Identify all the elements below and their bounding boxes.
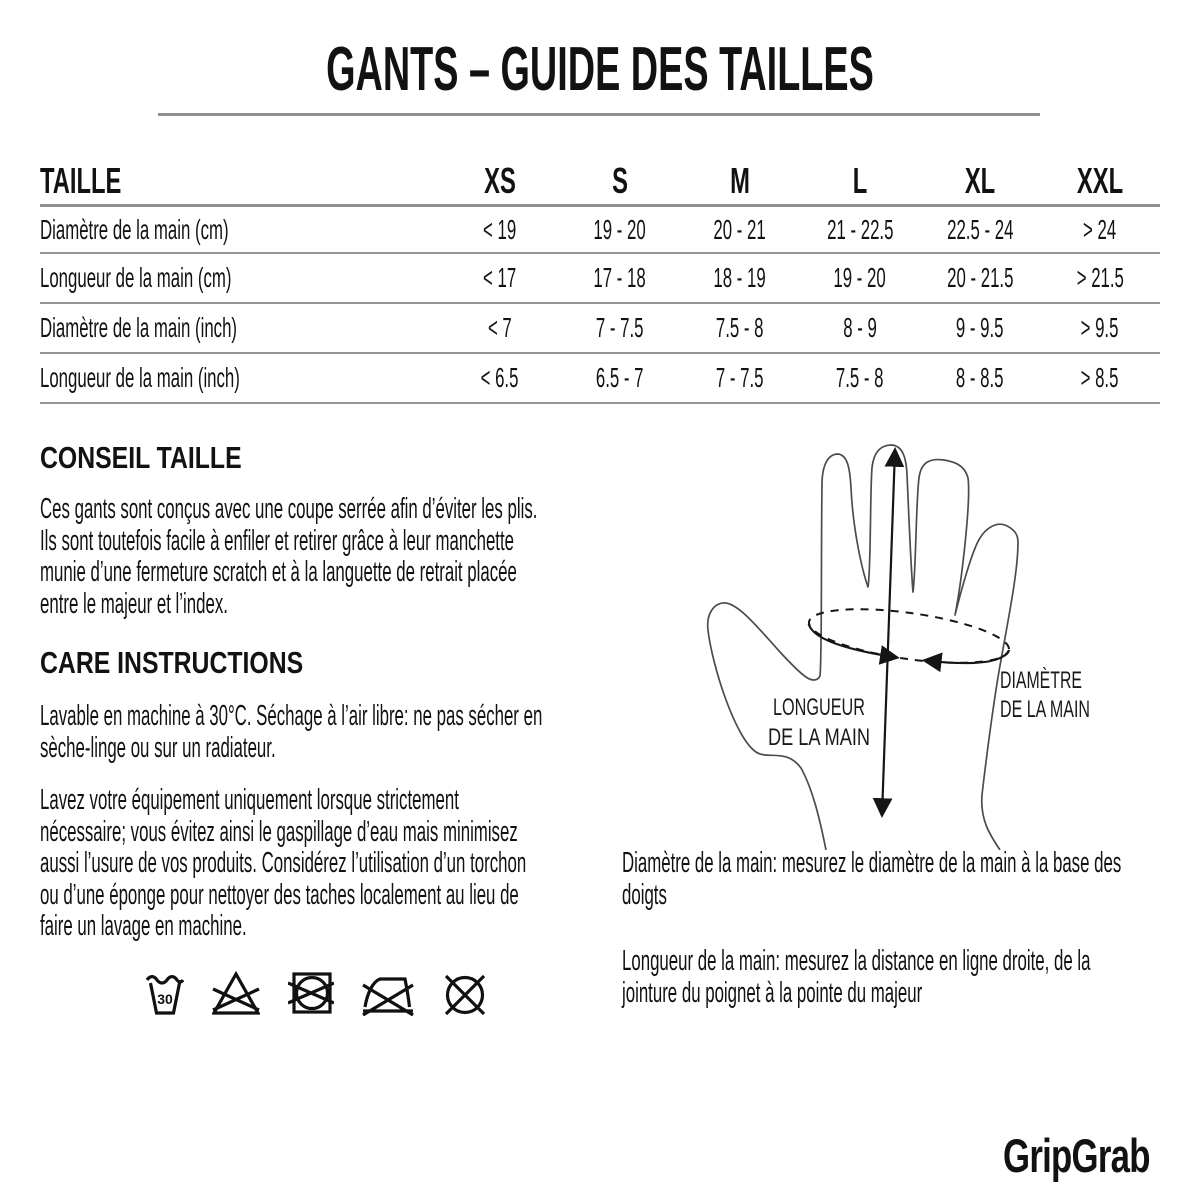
title-divider [158,113,1040,116]
cell-value: 6.5 - 7 [596,362,644,393]
length-label-line2: DE LA MAIN [768,724,870,751]
page-title-text: GANTS – GUIDE DES TAILLES [326,35,874,104]
row-label: Longueur de la main (inch) [40,362,240,393]
paragraph-line: jointure du poignet à la pointe du majeu… [622,976,923,1009]
no-dry-clean-icon [444,974,486,1016]
diameter-ellipse [807,608,1011,673]
table-row: Diamètre de la main (inch) < 7 7 - 7.5 7… [40,303,1160,354]
paragraph-line: sèche-linge ou sur un radiateur. [40,731,276,764]
cell-value: 7.5 - 8 [716,312,764,343]
table-row: Diamètre de la main (cm) < 19 19 - 20 20… [40,205,1160,254]
paragraph-line: nécessaire; vous évitez ainsi le gaspill… [40,815,518,848]
cell-value: 21 - 22.5 [826,213,894,245]
length-label-line1: LONGUEUR [773,694,865,721]
cell-value: 7 - 7.5 [596,312,644,343]
cell-value: 19 - 20 [833,262,887,293]
column-header-xs: XS [484,160,516,201]
paragraph-line: Lavable en machine à 30°C. Séchage à l’a… [40,700,543,732]
table-row: Longueur de la main (inch) < 6.5 6.5 - 7… [40,353,1160,404]
length-note: Longueur de la main: mesurez la distance… [622,945,1200,1009]
column-header-xxl: XXL [1076,160,1124,201]
paragraph-line: Longueur de la main: mesurez la distance… [622,945,1091,977]
column-header-m: M [730,160,750,201]
hand-measurement-diagram: LONGUEUR DE LA MAIN DIAMÈTRE DE LA MAIN [706,444,1090,850]
cell-value: < 7 [488,312,512,343]
care-symbols-row: 30 [146,970,488,1016]
cell-value: 7.5 - 8 [836,362,884,393]
row-label: Longueur de la main (cm) [40,262,232,293]
care-advice-paragraph: Lavez votre équipement uniquement lorsqu… [40,784,878,943]
paragraph-line: ou d’une éponge pour nettoyer des taches… [40,878,519,911]
conseil-paragraph: Ces gants sont conçus avec une coupe ser… [40,493,898,620]
cell-value: < 17 [483,262,517,293]
paragraph-line: Lavez votre équipement uniquement lorsqu… [40,784,459,816]
cell-value: 20 - 21.5 [946,262,1014,293]
row-label: Diamètre de la main (cm) [40,213,229,245]
cell-value: 9 - 9.5 [956,312,1004,343]
no-tumble-dry-icon [288,972,334,1014]
care-wash-paragraph: Lavable en machine à 30°C. Séchage à l’a… [40,700,906,764]
no-bleach-icon [212,970,260,1015]
cell-value: 20 - 21 [713,213,767,245]
column-header-s: S [612,160,628,201]
diameter-label-line1: DIAMÈTRE [1000,667,1082,694]
hand-outline [706,444,1019,850]
diameter-note: Diamètre de la main: mesurez le diamètre… [622,847,1200,911]
page-title: GANTS – GUIDE DES TAILLES [0,34,1200,105]
cell-value: < 6.5 [481,362,519,393]
row-label: Diamètre de la main (inch) [40,312,238,343]
cell-value: > 9.5 [1081,312,1119,343]
cell-value: 19 - 20 [593,213,647,245]
care-instructions-heading: CARE INSTRUCTIONS [40,645,304,680]
cell-value: 8 - 9 [843,312,877,343]
paragraph-line: entre le majeur et l’index. [40,587,228,620]
column-header-l: L [852,160,868,201]
gripgrab-logo: GripGrab [1003,1129,1151,1182]
paragraph-line: aussi l’usure de vos produits. Considére… [40,847,527,879]
cell-value: 22.5 - 24 [946,213,1014,245]
cell-value: 8 - 8.5 [956,362,1004,393]
paragraph-line: Ces gants sont conçus avec une coupe ser… [40,493,538,525]
no-iron-icon [362,977,414,1016]
machine-wash-30-icon: 30 [146,975,184,1015]
length-arrow [872,447,905,818]
diameter-label-line2: DE LA MAIN [1000,696,1090,723]
cell-value: 17 - 18 [593,262,647,293]
conseil-taille-heading: CONSEIL TAILLE [40,440,242,475]
size-table-header-row: TAILLE XS S M L XL XXL [40,158,1160,207]
cell-value: 7 - 7.5 [716,362,764,393]
paragraph-line: doigts [622,878,667,911]
paragraph-line: Diamètre de la main: mesurez le diamètre… [622,847,1122,879]
paragraph-line: faire un lavage en machine. [40,910,247,942]
cell-value: < 19 [483,213,517,245]
table-row: Longueur de la main (cm) < 17 17 - 18 18… [40,253,1160,304]
cell-value: > 24 [1083,213,1117,245]
wash-temp-label: 30 [157,991,173,1007]
cell-value: 18 - 19 [713,262,767,293]
paragraph-line: Ils sont toutefois facile à enfiler et r… [40,524,515,557]
size-table: TAILLE XS S M L XL XXL Diamètre de la ma… [40,158,1160,404]
column-header-xl: XL [964,160,996,201]
paragraph-line: munie d’une fermeture scratch et à la la… [40,556,517,588]
cell-value: > 21.5 [1076,262,1124,293]
cell-value: > 8.5 [1081,362,1119,393]
column-header-taille: TAILLE [40,160,122,201]
